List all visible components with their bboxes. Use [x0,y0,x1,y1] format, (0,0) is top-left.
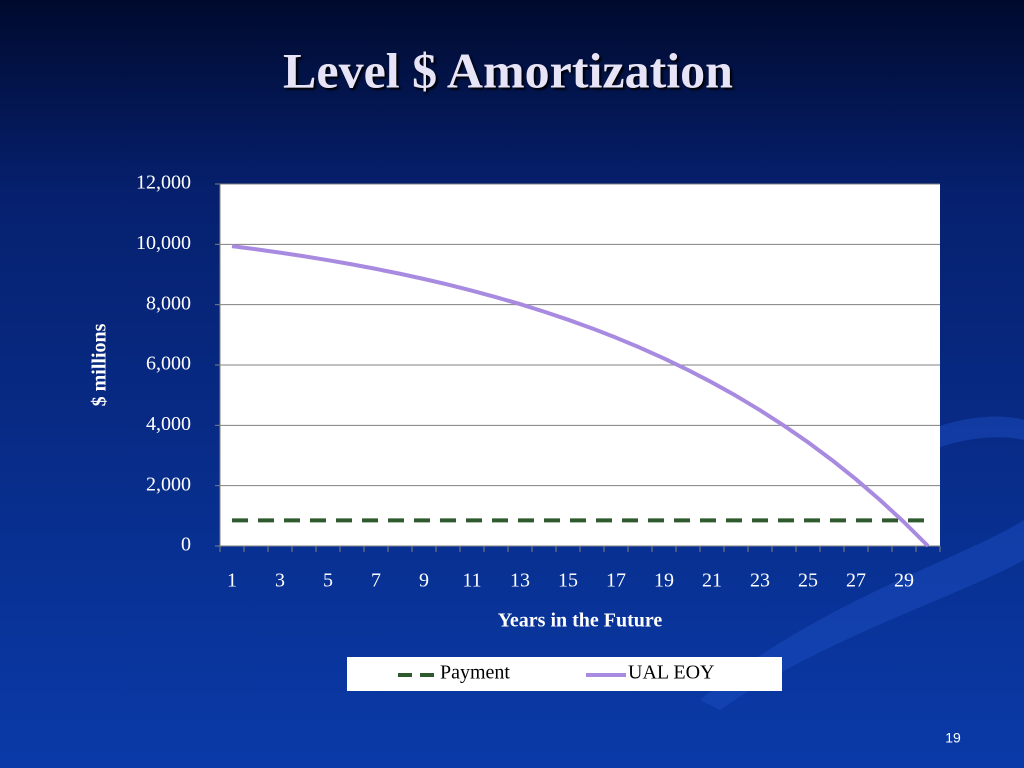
x-tick-label: 27 [846,570,866,592]
x-tick-label: 21 [702,570,722,592]
legend-label: Payment [440,662,510,684]
x-tick-label: 9 [419,570,429,592]
slide-title: Level $ Amortization [283,42,733,98]
legend [347,657,782,691]
x-tick-label: 17 [606,570,626,592]
x-tick-label: 5 [323,570,333,592]
x-axis-title: Years in the Future [498,610,663,632]
x-tick-label: 19 [654,570,674,592]
x-tick-label: 13 [510,570,530,592]
page-number: 19 [945,730,961,746]
x-tick-label: 3 [275,570,285,592]
y-tick-label: 8,000 [146,292,191,314]
x-tick-label: 11 [462,570,481,592]
y-tick-label: 2,000 [146,473,191,495]
x-tick-label: 7 [371,570,381,592]
y-axis-title: $ millions [89,323,111,406]
y-tick-label: 10,000 [136,232,191,254]
x-tick-label: 15 [558,570,578,592]
y-tick-label: 0 [181,534,191,556]
y-tick-label: 12,000 [136,172,191,194]
y-tick-label: 4,000 [146,413,191,435]
x-tick-label: 25 [798,570,818,592]
x-tick-label: 23 [750,570,770,592]
x-tick-label: 29 [894,570,914,592]
y-tick-label: 6,000 [146,353,191,375]
legend-label: UAL EOY [628,662,714,684]
series-line [231,244,930,548]
x-tick-label: 1 [227,570,237,592]
